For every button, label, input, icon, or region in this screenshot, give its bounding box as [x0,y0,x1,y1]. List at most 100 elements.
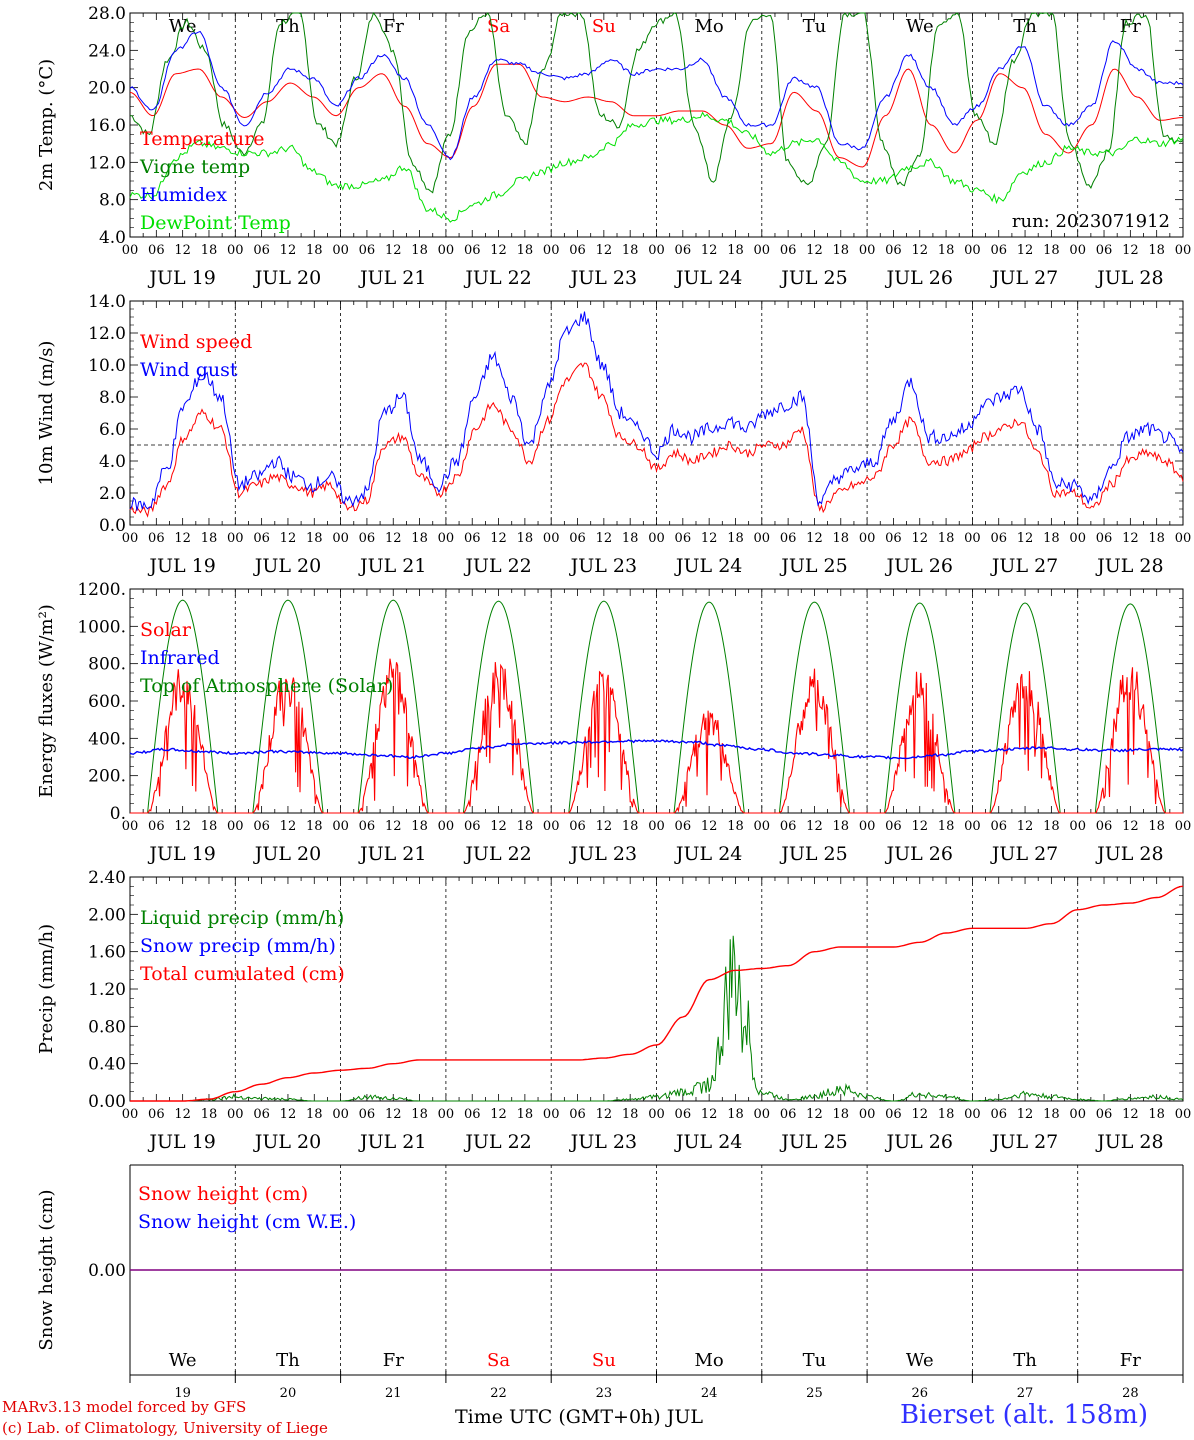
hour-tick-label: 12 [911,243,928,258]
hour-tick-label: 00 [227,531,244,546]
hour-tick-label: 12 [1017,243,1034,258]
hour-tick-label: 00 [1069,243,1086,258]
hour-tick-label: 06 [253,1107,270,1122]
legend-entry: Snow height (cm W.E.) [138,1211,356,1233]
day-number-label: 23 [596,1386,613,1400]
hour-tick-label: 06 [990,531,1007,546]
hour-tick-label: 06 [780,819,797,834]
hour-tick-label: 18 [833,243,850,258]
hour-tick-label: 18 [306,243,323,258]
series-infrared [129,739,1184,760]
day-number-label: 27 [1017,1386,1034,1400]
hour-tick-label: 06 [569,819,586,834]
legend-entry: Liquid precip (mm/h) [140,907,344,929]
hour-tick-label: 18 [1148,819,1165,834]
date-label: JUL 23 [569,267,637,289]
hour-tick-label: 00 [1175,819,1192,834]
legend-entry: Infrared [140,647,220,669]
hour-tick-label: 06 [464,819,481,834]
hour-tick-label: 12 [174,819,191,834]
hour-tick-label: 18 [1148,1107,1165,1122]
hour-tick-label: 00 [648,531,665,546]
hour-tick-label: 18 [517,531,534,546]
hour-tick-label: 06 [885,1107,902,1122]
legend-entry: Wind gust [140,359,238,381]
hour-tick-label: 12 [1122,1107,1139,1122]
date-label: JUL 19 [147,843,215,865]
y-tick-label: 1200. [77,580,126,600]
hour-tick-label: 00 [227,1107,244,1122]
hour-tick-label: 12 [911,1107,928,1122]
hour-tick-label: 00 [122,531,139,546]
hour-tick-label: 18 [517,1107,534,1122]
hour-tick-label: 00 [332,819,349,834]
hour-tick-label: 18 [1148,531,1165,546]
hour-tick-label: 00 [1175,243,1192,258]
hour-tick-label: 18 [938,531,955,546]
hour-tick-label: 18 [833,819,850,834]
date-label: JUL 26 [885,1131,953,1153]
hour-tick-label: 00 [227,243,244,258]
hour-tick-label: 00 [754,243,771,258]
weekday-label: Th [276,1350,300,1371]
hour-tick-label: 00 [438,243,455,258]
date-label: JUL 22 [463,1131,531,1153]
hour-tick-label: 00 [754,819,771,834]
weekday-label: We [906,16,934,37]
hour-tick-label: 12 [701,531,718,546]
hour-tick-label: 00 [1175,1107,1192,1122]
hour-tick-label: 06 [885,243,902,258]
date-label: JUL 22 [463,267,531,289]
hour-tick-label: 12 [701,819,718,834]
hour-tick-label: 00 [859,819,876,834]
hour-tick-label: 06 [1096,819,1113,834]
hour-tick-label: 06 [885,531,902,546]
legend-entry: Snow height (cm) [138,1183,308,1205]
date-label: JUL 25 [779,267,847,289]
hour-tick-label: 12 [1122,819,1139,834]
hour-tick-label: 06 [675,1107,692,1122]
hour-tick-label: 12 [174,243,191,258]
legend-entry: Wind speed [140,331,252,353]
weekday-label: Th [276,16,300,37]
y-tick-label: 600. [88,692,126,712]
hour-tick-label: 18 [938,243,955,258]
hour-tick-label: 00 [1069,531,1086,546]
y-tick-label: 6.0 [99,420,126,440]
hour-tick-label: 00 [332,1107,349,1122]
hour-tick-label: 00 [1175,531,1192,546]
hour-tick-label: 00 [543,819,560,834]
plot-frame [129,588,1184,814]
date-label: JUL 21 [358,267,426,289]
day-number-label: 22 [490,1386,507,1400]
hour-tick-label: 06 [675,531,692,546]
hour-tick-label: 18 [727,819,744,834]
hour-tick-label: 18 [938,819,955,834]
legend-entry: DewPoint Temp [140,212,291,234]
weekday-label: Su [592,1350,616,1371]
hour-tick-label: 12 [806,819,823,834]
y-tick-label: 16.0 [88,116,126,136]
hour-tick-label: 06 [780,531,797,546]
legend-entry: Top of Atmosphere (Solar) [140,675,393,697]
hour-tick-label: 06 [990,819,1007,834]
hour-tick-label: 12 [596,531,613,546]
hour-tick-label: 06 [359,531,376,546]
weekday-label: Fr [1120,16,1141,37]
y-tick-label: 0.40 [88,1055,126,1075]
y-tick-label: 2.0 [99,484,126,504]
hour-tick-label: 18 [1043,531,1060,546]
hour-tick-label: 06 [1096,243,1113,258]
hour-tick-label: 00 [122,243,139,258]
hour-tick-label: 06 [780,1107,797,1122]
date-label: JUL 23 [569,843,637,865]
y-tick-label: 1.60 [88,943,126,963]
hour-tick-label: 00 [438,531,455,546]
date-label: JUL 24 [674,555,742,577]
date-label: JUL 28 [1095,1131,1163,1153]
hour-tick-label: 06 [990,243,1007,258]
weekday-label: Su [592,16,616,37]
date-label: JUL 20 [253,555,321,577]
weekday-label: Tu [803,1350,827,1371]
hour-tick-label: 12 [280,1107,297,1122]
